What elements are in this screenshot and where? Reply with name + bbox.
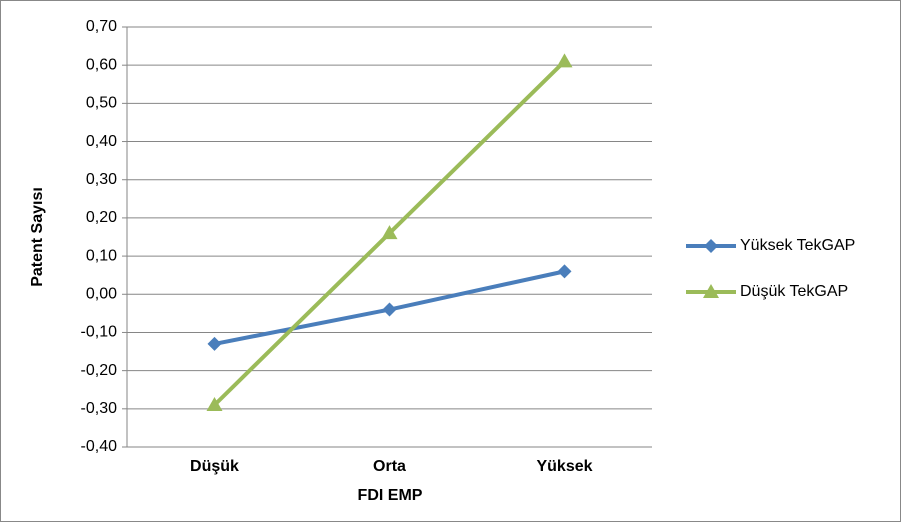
- y-tick-label: 0,50: [86, 95, 117, 112]
- y-axis-label: Patent Sayısı: [29, 187, 46, 287]
- y-tick-label: -0,20: [81, 362, 118, 379]
- marker: [381, 225, 398, 240]
- x-axis-label: FDI EMP: [358, 487, 423, 504]
- legend-label: Düşük TekGAP: [740, 283, 848, 300]
- legend-marker: [704, 239, 718, 253]
- x-tick-label: Düşük: [190, 458, 239, 475]
- y-tick-label: 0,20: [86, 209, 117, 226]
- x-tick-label: Yüksek: [536, 458, 592, 475]
- marker: [557, 264, 572, 279]
- y-tick-label: 0,60: [86, 56, 117, 73]
- legend-marker: [703, 284, 719, 298]
- x-tick-label: Orta: [373, 458, 406, 475]
- marker: [382, 302, 397, 317]
- y-tick-label: 0,10: [86, 247, 117, 264]
- y-tick-label: -0,40: [81, 438, 118, 455]
- marker: [206, 397, 223, 411]
- y-tick-label: -0,30: [81, 400, 118, 417]
- y-tick-label: -0,10: [81, 324, 118, 341]
- y-tick-label: 0,30: [86, 171, 117, 188]
- y-tick-label: 0,40: [86, 133, 117, 150]
- marker: [556, 53, 573, 68]
- legend-label: Yüksek TekGAP: [740, 237, 855, 254]
- y-tick-label: 0,00: [86, 285, 117, 302]
- marker: [207, 336, 222, 351]
- y-tick-label: 0,70: [86, 18, 117, 35]
